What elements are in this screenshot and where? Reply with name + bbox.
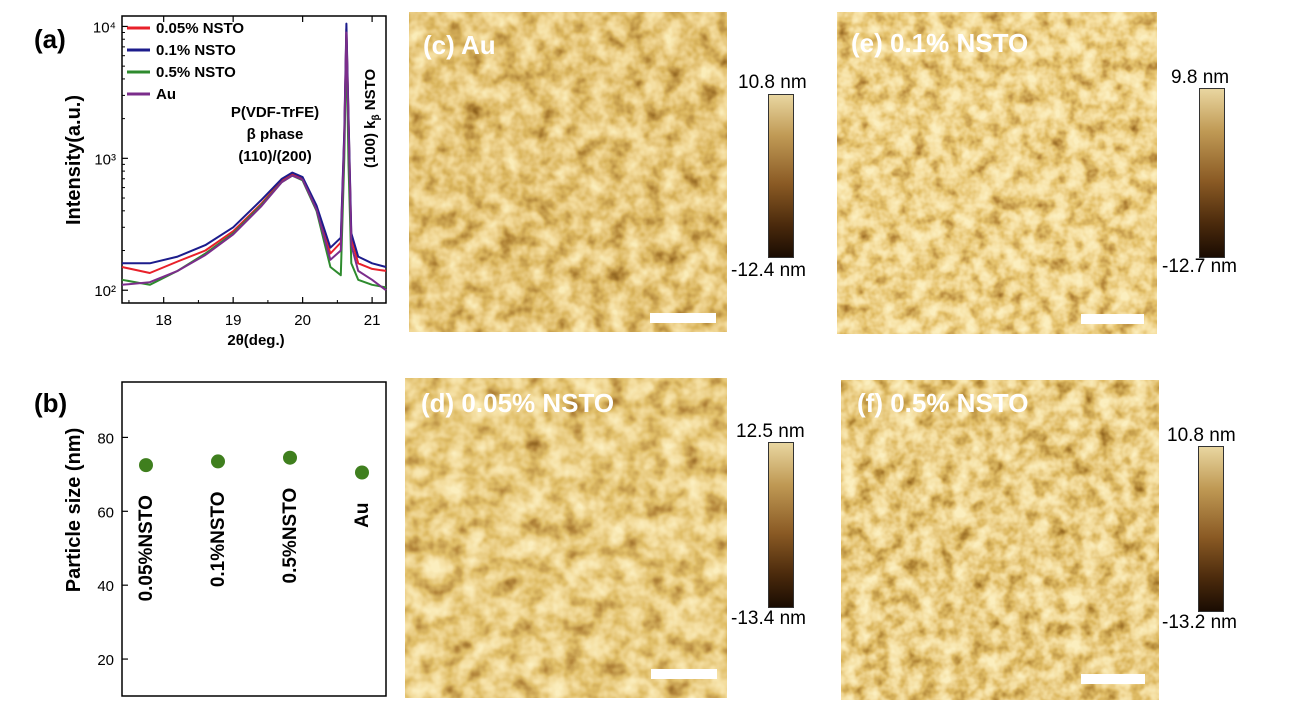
particle-points-group: 0.05%NSTO 0.1%NSTO 0.5%NSTO Au	[136, 450, 373, 601]
ps-y-tick-label: 60	[97, 504, 114, 521]
particle-axes-group: 20 40 60 80	[97, 430, 128, 669]
afm-topography-0.5-nsto	[841, 380, 1159, 700]
afm-texture-au	[409, 12, 727, 332]
xrd-y-axis-label: Intensity(a.u.)	[63, 95, 85, 225]
colorbar-max-0.05-nsto: 12.5 nm	[736, 421, 805, 442]
xrd-series-line-3	[121, 31, 387, 292]
colorbar-min-au: -12.4 nm	[731, 260, 806, 281]
ps-point-1	[211, 454, 225, 469]
afm-title-0.05-nsto: (d) 0.05% NSTO	[421, 388, 615, 418]
scale-bar-0.5-nsto	[1081, 674, 1145, 684]
xrd-legend: 0.05% NSTO 0.1% NSTO 0.5% NSTO Au	[127, 20, 244, 103]
phase-annotation-line1: P(VDF-TrFE)	[231, 104, 319, 121]
colorbar-max-0.5-nsto: 10.8 nm	[1167, 425, 1236, 446]
nsto-peak-subscript: β	[371, 114, 382, 120]
phase-annotation-line3: (110)/(200)	[238, 148, 311, 165]
xrd-x-tick-label: 21	[364, 312, 381, 329]
scale-bar-0.1-nsto	[1081, 314, 1144, 324]
nsto-peak-annotation: (100) kβ NSTO	[362, 68, 382, 168]
ps-category-label-0: 0.05%NSTO	[136, 495, 157, 601]
xrd-x-tick-label: 18	[155, 312, 172, 329]
colorbar-0.1-nsto	[1199, 88, 1225, 258]
legend-label-0.5-nsto: 0.5% NSTO	[156, 64, 236, 81]
afm-title-0.1-nsto: (e) 0.1% NSTO	[851, 28, 1029, 58]
ps-y-tick-label: 80	[97, 430, 114, 447]
particle-y-axis-label: Particle size (nm)	[63, 428, 85, 593]
afm-topography-0.1-nsto	[837, 12, 1157, 334]
afm-image-0.5-nsto: (f) 0.5% NSTO	[841, 380, 1159, 700]
afm-texture-0.5-nsto	[841, 380, 1159, 700]
scale-bar-au	[650, 313, 716, 323]
xrd-y-tick-label: 10⁴	[93, 19, 116, 36]
ps-category-label-3: Au	[352, 503, 373, 528]
ps-point-3	[355, 465, 369, 480]
afm-image-0.05-nsto: (d) 0.05% NSTO	[405, 378, 727, 698]
afm-image-au: (c) Au	[409, 12, 727, 332]
xrd-x-tick-label: 19	[225, 312, 242, 329]
legend-label-0.1-nsto: 0.1% NSTO	[156, 42, 236, 59]
xrd-y-tick-label: 10²	[94, 283, 116, 300]
afm-topography-au	[409, 12, 727, 332]
colorbar-max-0.1-nsto: 9.8 nm	[1171, 67, 1230, 88]
ps-category-label-2: 0.5%NSTO	[280, 488, 301, 584]
panel-label-a: (a)	[34, 24, 66, 54]
afm-image-0.1-nsto: (e) 0.1% NSTO	[837, 12, 1157, 334]
nsto-peak-tail: NSTO	[362, 68, 379, 114]
nsto-peak-text: (100) k	[362, 120, 379, 168]
colorbar-min-0.05-nsto: -13.4 nm	[731, 608, 806, 629]
legend-label-0.05-nsto: 0.05% NSTO	[156, 20, 244, 37]
xrd-chart: 18 19 20 21 10² 10³ 10⁴ Intensity(a.u.) 2θ(deg…	[63, 15, 387, 349]
legend-label-au: Au	[156, 86, 176, 103]
xrd-x-tick-label: 20	[294, 312, 311, 329]
xrd-axes-group: 18 19 20 21 10² 10³ 10⁴	[93, 16, 381, 329]
ps-category-label-1: 0.1%NSTO	[208, 491, 229, 587]
afm-texture-0.05-nsto	[405, 378, 727, 698]
xrd-x-axis-label: 2θ(deg.)	[227, 332, 284, 349]
xrd-series-group	[121, 22, 387, 292]
colorbar-0.05-nsto	[768, 442, 794, 608]
colorbar-0.5-nsto	[1198, 446, 1224, 612]
ps-point-2	[283, 450, 297, 465]
xrd-y-tick-label: 10³	[94, 151, 116, 168]
panel-label-b: (b)	[34, 388, 68, 418]
ps-point-0	[139, 458, 153, 473]
ps-y-tick-label: 20	[97, 652, 114, 669]
colorbar-au	[768, 94, 794, 258]
xrd-plot-frame	[121, 15, 387, 304]
ps-y-tick-label: 40	[97, 578, 114, 595]
afm-texture-0.1-nsto	[837, 12, 1157, 334]
particle-size-chart: 20 40 60 80 0.05%NSTO 0.1%NSTO 0.5%NSTO Au Par…	[63, 381, 387, 697]
afm-title-0.5-nsto: (f) 0.5% NSTO	[857, 388, 1029, 418]
afm-topography-0.05-nsto	[405, 378, 727, 698]
phase-annotation-line2: β phase	[247, 126, 304, 143]
colorbar-max-au: 10.8 nm	[738, 72, 807, 93]
colorbar-min-0.5-nsto: -13.2 nm	[1162, 612, 1237, 633]
scale-bar-0.05-nsto	[651, 669, 717, 679]
afm-title-au: (c) Au	[423, 30, 496, 60]
particle-plot-frame	[121, 381, 387, 697]
colorbar-min-0.1-nsto: -12.7 nm	[1162, 256, 1237, 277]
